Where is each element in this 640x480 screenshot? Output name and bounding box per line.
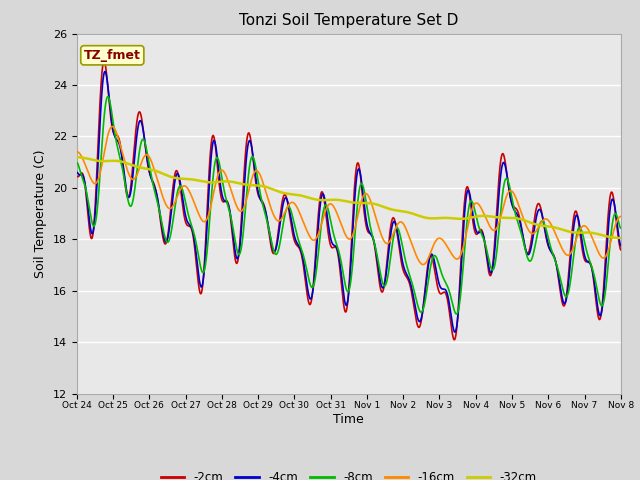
-32cm [302,194,310,200]
X-axis label: Time: Time [333,413,364,426]
-4cm [502,168,510,173]
-2cm [481,243,489,249]
-2cm [508,199,515,205]
-16cm [502,194,510,200]
-2cm [522,249,530,255]
-16cm [419,262,427,267]
-32cm [502,215,510,221]
Line: -16cm: -16cm [77,127,621,264]
-32cm [522,218,530,224]
-2cm [451,337,458,343]
-2cm [502,166,510,172]
-4cm [451,329,459,335]
-16cm [287,200,294,205]
-4cm [101,69,109,74]
-8cm [287,207,294,213]
-16cm [522,223,530,228]
-4cm [522,249,530,254]
Line: -8cm: -8cm [77,96,621,314]
-32cm [481,213,489,219]
-4cm [287,215,294,220]
-32cm [508,215,515,221]
Title: Tonzi Soil Temperature Set D: Tonzi Soil Temperature Set D [239,13,458,28]
-2cm [302,283,310,288]
-16cm [481,214,489,219]
-4cm [508,199,515,205]
-8cm [73,159,81,165]
-2cm [287,220,294,226]
-8cm [104,94,112,99]
-32cm [287,191,294,197]
Line: -2cm: -2cm [77,61,621,340]
-8cm [502,176,510,181]
-8cm [302,263,310,269]
-4cm [481,241,489,247]
-16cm [73,149,81,155]
Y-axis label: Soil Temperature (C): Soil Temperature (C) [35,149,47,278]
-2cm [617,247,625,252]
-16cm [302,226,310,231]
-32cm [617,235,625,241]
-32cm [73,155,81,160]
Text: TZ_fmet: TZ_fmet [84,49,141,62]
-8cm [522,251,530,256]
-16cm [108,124,116,130]
-4cm [73,169,81,175]
Line: -32cm: -32cm [77,157,621,238]
-2cm [73,173,81,179]
-8cm [481,240,489,246]
Line: -4cm: -4cm [77,72,621,332]
-8cm [617,225,625,231]
Legend: -2cm, -4cm, -8cm, -16cm, -32cm: -2cm, -4cm, -8cm, -16cm, -32cm [156,466,541,480]
-4cm [617,243,625,249]
-2cm [100,59,108,64]
-16cm [617,214,625,219]
-8cm [508,193,515,199]
-16cm [508,188,515,194]
-4cm [302,275,310,281]
-8cm [452,311,460,317]
